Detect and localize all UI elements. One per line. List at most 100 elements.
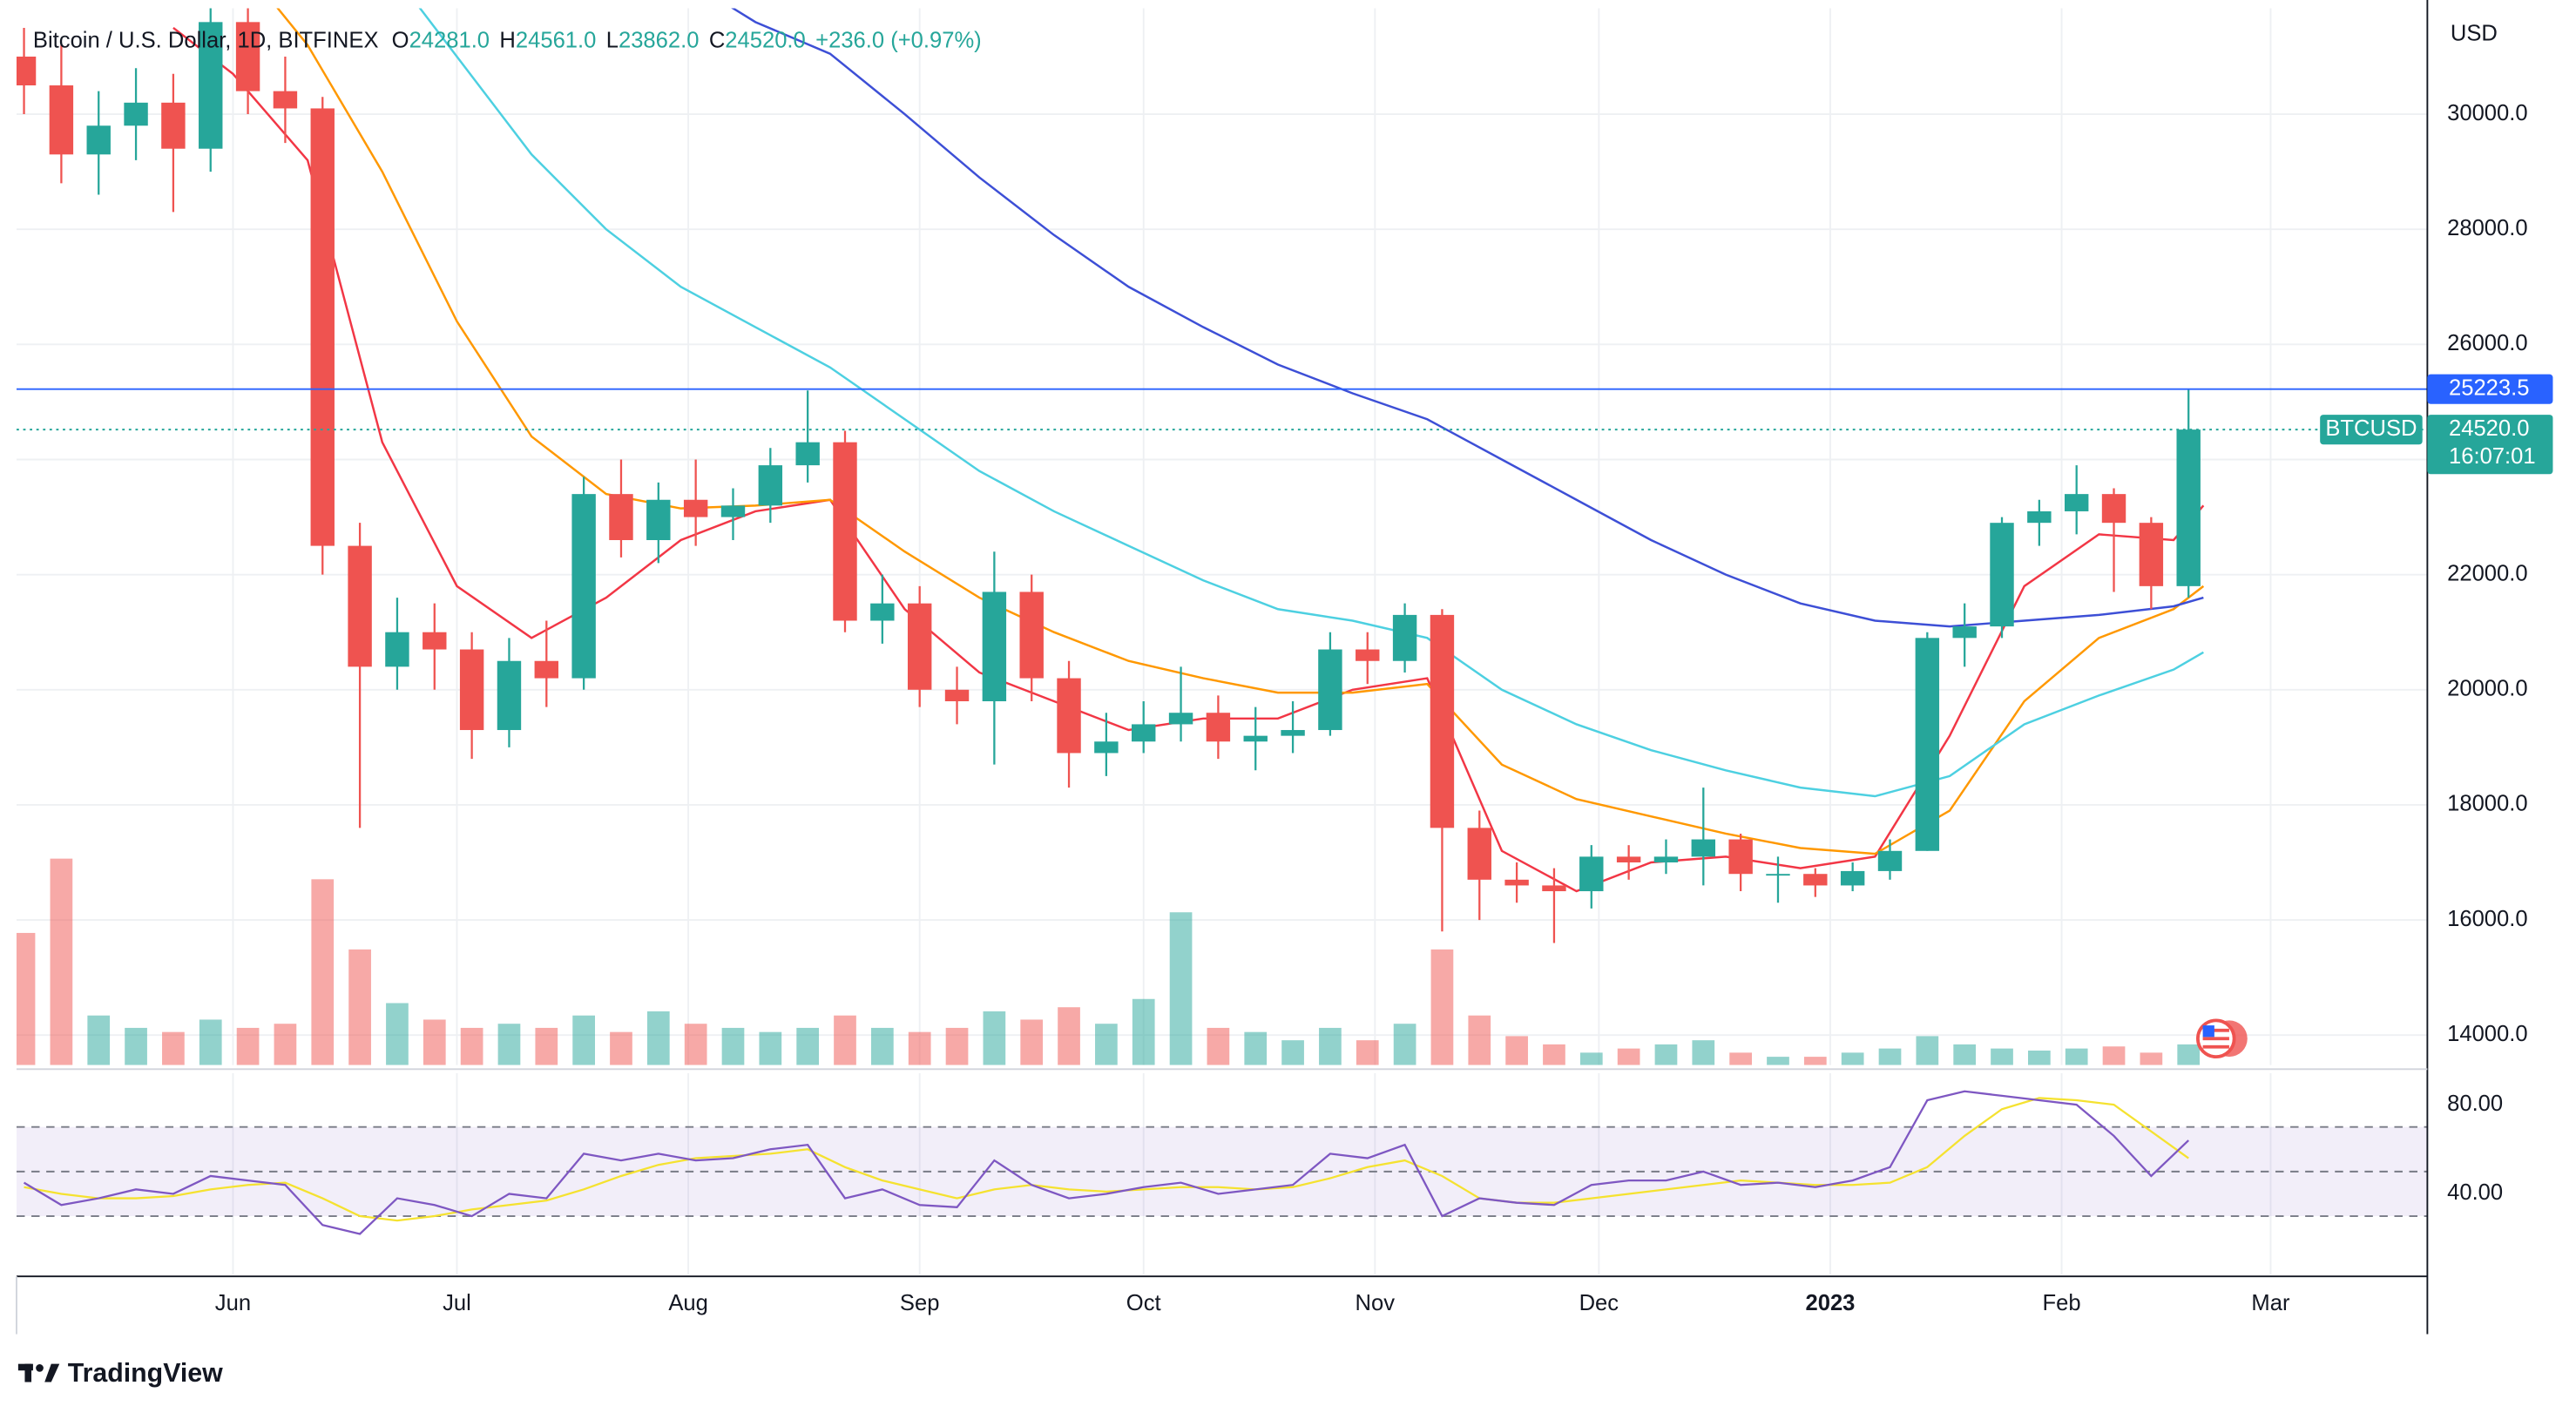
header-item: Bitcoin / U.S. Dollar, 1D, BITFINEX <box>33 28 379 52</box>
candle-body <box>571 494 596 679</box>
y-tick-label: 14000.0 <box>2447 1022 2527 1046</box>
volume-bar <box>759 1031 782 1065</box>
candle-body <box>1952 626 1977 639</box>
volume-bar <box>1916 1036 1939 1065</box>
volume-bar <box>1281 1040 1304 1065</box>
grid <box>16 8 2428 1275</box>
header: Bitcoin / U.S. Dollar, 1D, BITFINEX O2428… <box>33 28 982 52</box>
volume-bar <box>796 1027 820 1065</box>
moving-average <box>731 8 2204 628</box>
x-tick-label: Sep <box>900 1291 940 1315</box>
brand-logo <box>17 1363 60 1382</box>
volume-bar <box>1169 912 1193 1065</box>
volume-bar <box>16 932 36 1065</box>
header-item: C <box>709 28 725 52</box>
volume-bar <box>199 1019 222 1065</box>
flag-icon <box>2196 1018 2248 1059</box>
volume-bar <box>1356 1040 1379 1065</box>
candle-body <box>16 56 37 86</box>
volume-bar <box>2102 1046 2126 1065</box>
candle-body <box>609 494 633 540</box>
candle-body <box>235 22 260 91</box>
candle-body <box>1579 856 1604 892</box>
candle-body <box>720 505 746 517</box>
candle-body <box>982 591 1007 702</box>
volume-bar <box>2065 1048 2088 1065</box>
volume-bar <box>274 1024 297 1065</box>
y-tick-label: 26000.0 <box>2447 331 2527 355</box>
candle-body <box>1467 828 1491 880</box>
volume-bar <box>1132 998 1155 1065</box>
y-tick-label: 28000.0 <box>2447 216 2527 240</box>
x-tick-label: Nov <box>1356 1291 1396 1315</box>
candle-body <box>124 102 148 126</box>
volume-bar <box>1207 1027 1230 1065</box>
candle-body <box>199 22 223 149</box>
moving-average <box>276 8 2205 855</box>
volume-bar <box>423 1019 446 1065</box>
volume-bar <box>162 1031 185 1065</box>
x-tick-label: Oct <box>1126 1291 1161 1315</box>
volume-bar <box>535 1027 558 1065</box>
candle-body <box>1691 839 1716 857</box>
candle-body <box>49 85 74 155</box>
moving-average <box>172 26 2205 893</box>
volume-bar <box>1692 1040 1715 1065</box>
volume-bar <box>1468 1015 1491 1065</box>
header-item: 24520.0 <box>725 28 805 52</box>
volume-bar <box>386 1003 409 1065</box>
candle-body <box>683 499 708 517</box>
y-tick-label: 22000.0 <box>2447 561 2527 585</box>
candle-body <box>1206 713 1231 742</box>
volume-bar <box>1020 1019 1044 1065</box>
candle-body <box>2139 523 2164 586</box>
symbol-tag: BTCUSD <box>2325 416 2417 441</box>
price-label-box <box>2427 374 2553 404</box>
x-tick-label: Aug <box>668 1291 708 1315</box>
volume-bar <box>1505 1036 1528 1065</box>
y-tick-label: 18000.0 <box>2447 792 2527 816</box>
price-label: 24520.0 <box>2449 416 2529 441</box>
candle-body <box>758 465 783 506</box>
y-tick-label: 16000.0 <box>2447 907 2527 931</box>
volume-bar <box>497 1024 521 1065</box>
candle-body <box>1318 649 1342 731</box>
x-tick-label: Mar <box>2251 1291 2290 1315</box>
volume-bar <box>1430 949 1454 1065</box>
rsi-tick-label: 40.00 <box>2447 1180 2503 1205</box>
candle-body <box>2064 494 2089 511</box>
header-item: 24561.0 <box>516 28 596 52</box>
header-item: 24281.0 <box>409 28 490 52</box>
x-tick-label: Jul <box>443 1291 471 1315</box>
x-tick-label: 2023 <box>1806 1291 1856 1315</box>
candle-body <box>2176 429 2201 586</box>
header-item: +236.0 (+0.97%) <box>815 28 982 52</box>
volume-bar <box>1543 1044 1565 1065</box>
countdown: 16:07:01 <box>2449 444 2536 469</box>
volume-bar <box>1991 1048 2013 1065</box>
candle-body <box>1877 850 1903 871</box>
candle-body <box>459 649 484 731</box>
candle-body <box>1168 713 1193 725</box>
candle-body <box>795 442 820 466</box>
candle-body <box>2027 510 2052 524</box>
rsi-tick-label: 80.00 <box>2447 1092 2503 1116</box>
candle-body <box>2101 494 2126 524</box>
candle-body <box>1616 856 1641 863</box>
candle-body <box>348 545 372 667</box>
volume-bar <box>236 1027 260 1065</box>
candle-body <box>423 632 447 650</box>
volume-bar <box>572 1015 595 1065</box>
header-item: 23862.0 <box>619 28 699 52</box>
volume-bar <box>1953 1044 1977 1065</box>
volume-bar <box>50 858 73 1065</box>
candle-body <box>1430 614 1455 828</box>
volume-bar <box>87 1015 111 1065</box>
candle-body <box>385 632 409 667</box>
volume-bar <box>945 1027 969 1065</box>
volume-bar <box>1878 1048 1902 1065</box>
candle-body <box>273 91 298 109</box>
header-item: H <box>499 28 515 52</box>
candle-body <box>833 442 857 621</box>
